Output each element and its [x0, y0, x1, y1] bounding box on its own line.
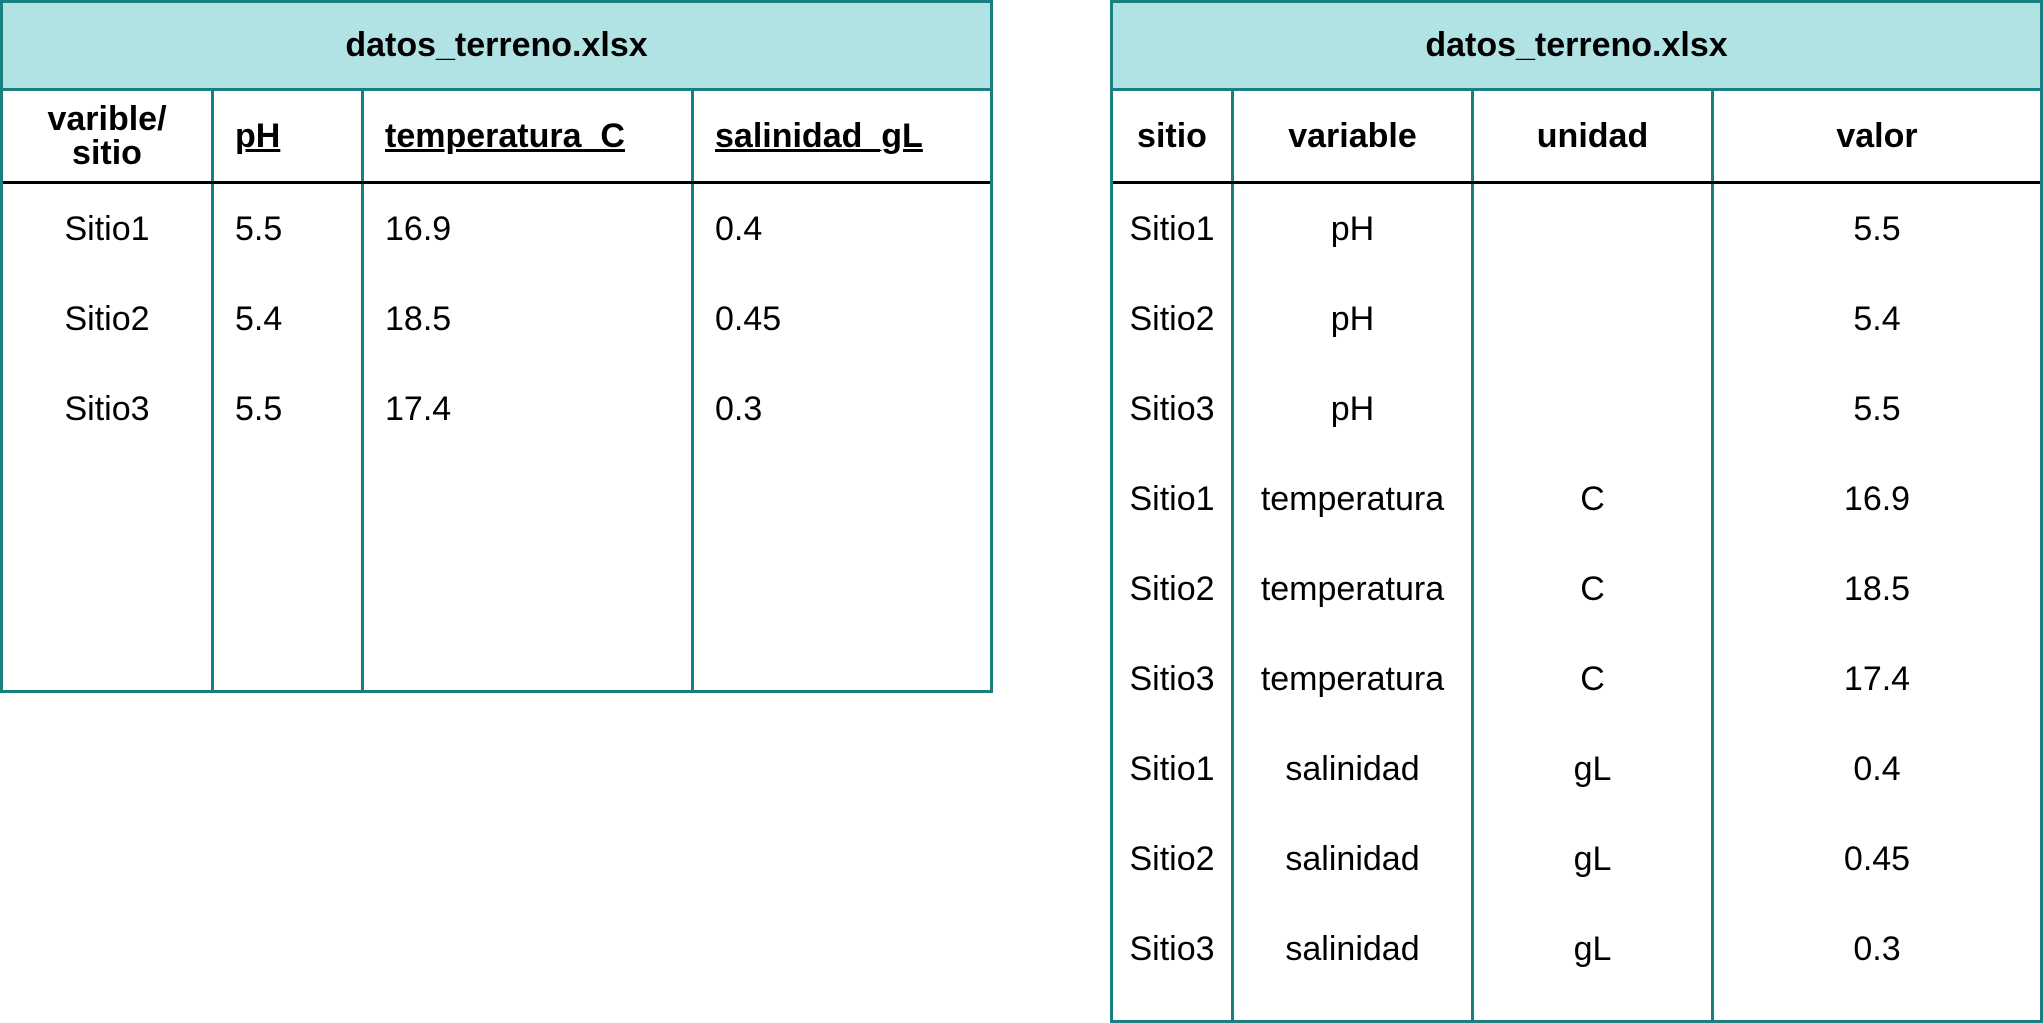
cell-valor: 17.4: [1843, 659, 1911, 698]
cell-unidad: [1474, 184, 1711, 274]
header-rule: [1113, 181, 2040, 184]
header-unidad: unidad: [1536, 117, 1649, 155]
header-valor: valor: [1836, 117, 1918, 155]
column-divider: [1711, 91, 1714, 1020]
cell-temperatura: 16.9: [385, 209, 452, 248]
column-divider: [1471, 91, 1474, 1020]
cell-valor: 0.45: [1843, 839, 1911, 878]
cell-valor: 5.5: [1853, 389, 1901, 428]
cell-sitio: Sitio1: [1129, 479, 1215, 518]
cell-temperatura: 17.4: [385, 389, 452, 428]
cell-unidad: [1474, 364, 1711, 454]
cell-sitio: Sitio2: [1129, 569, 1215, 608]
cell-valor: 0.4: [1853, 749, 1901, 788]
cell-unidad: [1474, 274, 1711, 364]
cell-sitio: Sitio2: [64, 299, 150, 338]
header-sitio: sitio: [1137, 117, 1207, 155]
cell-variable: temperatura: [1260, 479, 1445, 518]
cell-sitio: Sitio3: [1129, 929, 1215, 968]
column-divider: [1231, 91, 1234, 1020]
cell-unidad: C: [1580, 479, 1605, 518]
cell-variable: temperatura: [1260, 659, 1445, 698]
cell-sitio: Sitio1: [1129, 749, 1215, 788]
long-table: datos_terreno.xlsx sitio variable unidad…: [1110, 0, 2043, 1023]
wide-table-title: datos_terreno.xlsx: [3, 3, 990, 91]
header-variable: variable: [1288, 117, 1417, 155]
cell-sitio: Sitio2: [1129, 299, 1215, 338]
cell-salinidad: 0.4: [715, 209, 763, 248]
long-table-title: datos_terreno.xlsx: [1113, 3, 2040, 91]
cell-variable: pH: [1330, 389, 1375, 428]
cell-variable: salinidad: [1285, 839, 1420, 878]
cell-sitio: Sitio1: [1129, 209, 1215, 248]
cell-variable: salinidad: [1285, 749, 1420, 788]
cell-unidad: C: [1580, 569, 1605, 608]
cell-variable: salinidad: [1285, 929, 1420, 968]
cell-ph: 5.4: [235, 299, 283, 338]
cell-salinidad: 0.45: [715, 299, 782, 338]
cell-temperatura: 18.5: [385, 299, 452, 338]
cell-unidad: gL: [1573, 839, 1612, 878]
header-variable-site: varible/ sitio: [47, 100, 167, 172]
cell-unidad: gL: [1573, 749, 1612, 788]
header-ph: pH: [235, 117, 281, 155]
cell-variable: pH: [1330, 209, 1375, 248]
cell-sitio: Sitio2: [1129, 839, 1215, 878]
cell-sitio: Sitio3: [64, 389, 150, 428]
cell-variable: pH: [1330, 299, 1375, 338]
cell-salinidad: 0.3: [715, 389, 763, 428]
cell-sitio: Sitio3: [1129, 659, 1215, 698]
column-divider: [361, 91, 364, 690]
cell-ph: 5.5: [235, 389, 283, 428]
cell-valor: 5.4: [1853, 299, 1901, 338]
header-salinidad-gl: salinidad_gL: [715, 117, 923, 155]
cell-variable: temperatura: [1260, 569, 1445, 608]
cell-unidad: gL: [1573, 929, 1612, 968]
header-temperatura-c: temperatura_C: [385, 117, 625, 155]
header-rule: [3, 181, 990, 184]
cell-sitio: Sitio1: [64, 209, 150, 248]
cell-valor: 18.5: [1843, 569, 1911, 608]
cell-sitio: Sitio3: [1129, 389, 1215, 428]
wide-table: datos_terreno.xlsx varible/ sitio pH tem…: [0, 0, 993, 693]
cell-valor: 16.9: [1843, 479, 1911, 518]
cell-valor: 0.3: [1853, 929, 1901, 968]
cell-valor: 5.5: [1853, 209, 1901, 248]
column-divider: [211, 91, 214, 690]
column-divider: [691, 91, 694, 690]
cell-unidad: C: [1580, 659, 1605, 698]
cell-ph: 5.5: [235, 209, 283, 248]
